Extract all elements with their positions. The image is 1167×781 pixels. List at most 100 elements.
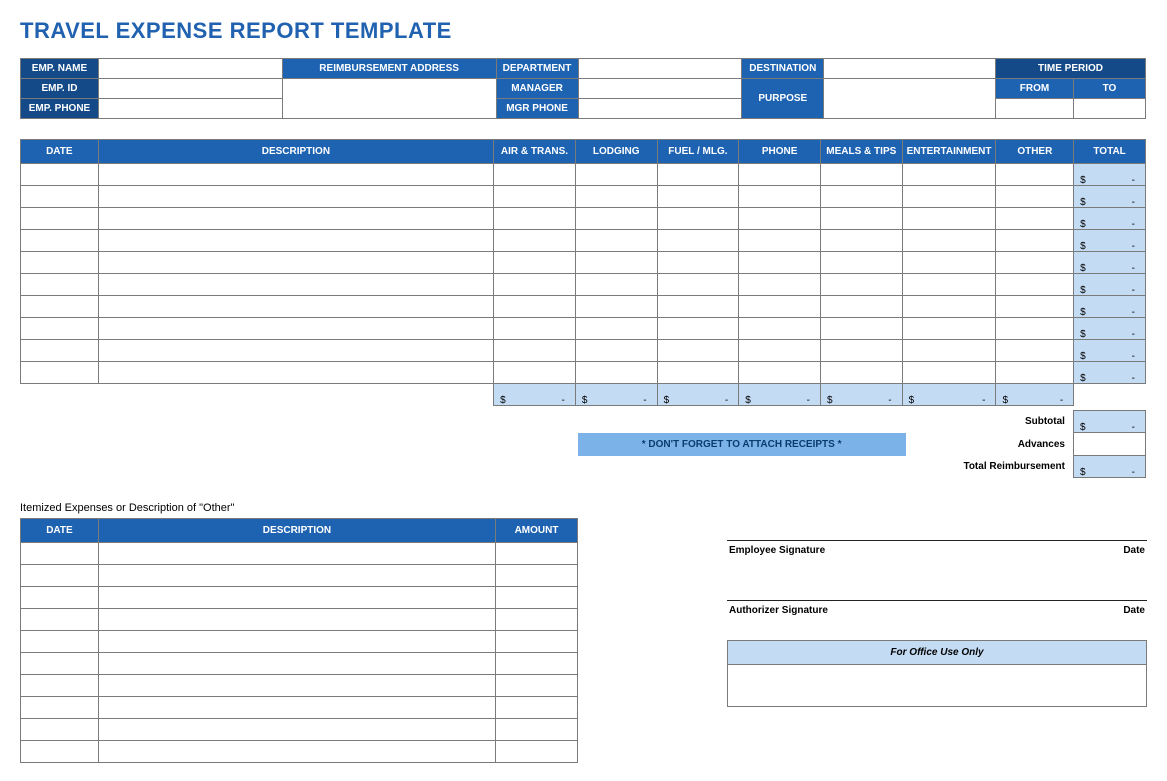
expense-cell[interactable] <box>575 252 657 274</box>
office-use-body[interactable] <box>727 665 1147 707</box>
expense-cell[interactable] <box>739 318 821 340</box>
itemized-cell[interactable] <box>98 565 495 587</box>
expense-cell[interactable] <box>98 274 493 296</box>
expense-cell[interactable] <box>98 186 493 208</box>
itemized-cell[interactable] <box>496 587 578 609</box>
from-input[interactable] <box>996 99 1074 119</box>
emp-name-input[interactable] <box>98 59 282 79</box>
expense-cell[interactable] <box>820 318 902 340</box>
itemized-cell[interactable] <box>496 675 578 697</box>
expense-cell[interactable] <box>657 164 739 186</box>
expense-cell[interactable] <box>21 318 99 340</box>
expense-cell[interactable] <box>21 362 99 384</box>
expense-cell[interactable] <box>21 164 99 186</box>
expense-cell[interactable] <box>996 230 1074 252</box>
itemized-cell[interactable] <box>496 719 578 741</box>
expense-cell[interactable] <box>98 230 493 252</box>
expense-cell[interactable] <box>996 186 1074 208</box>
expense-cell[interactable] <box>820 164 902 186</box>
expense-cell[interactable] <box>21 230 99 252</box>
expense-cell[interactable] <box>739 252 821 274</box>
mgr-input[interactable] <box>578 79 742 99</box>
emp-id-input[interactable] <box>98 79 282 99</box>
expense-cell[interactable] <box>739 186 821 208</box>
itemized-cell[interactable] <box>98 631 495 653</box>
expense-cell[interactable] <box>494 252 576 274</box>
expense-cell[interactable] <box>98 164 493 186</box>
expense-cell[interactable] <box>739 340 821 362</box>
expense-cell[interactable] <box>575 208 657 230</box>
itemized-cell[interactable] <box>496 631 578 653</box>
itemized-cell[interactable] <box>21 697 99 719</box>
itemized-cell[interactable] <box>21 565 99 587</box>
expense-cell[interactable] <box>657 340 739 362</box>
emp-phone-input[interactable] <box>98 99 282 119</box>
expense-cell[interactable] <box>575 274 657 296</box>
expense-cell[interactable] <box>21 274 99 296</box>
advances-input[interactable] <box>1073 433 1145 456</box>
expense-cell[interactable] <box>98 340 493 362</box>
expense-cell[interactable] <box>494 340 576 362</box>
expense-cell[interactable] <box>902 164 996 186</box>
expense-cell[interactable] <box>996 164 1074 186</box>
itemized-cell[interactable] <box>496 565 578 587</box>
itemized-cell[interactable] <box>21 609 99 631</box>
expense-cell[interactable] <box>657 208 739 230</box>
itemized-cell[interactable] <box>98 719 495 741</box>
expense-cell[interactable] <box>494 362 576 384</box>
purpose-input[interactable] <box>824 79 996 119</box>
expense-cell[interactable] <box>739 362 821 384</box>
expense-cell[interactable] <box>657 296 739 318</box>
expense-cell[interactable] <box>575 296 657 318</box>
itemized-cell[interactable] <box>21 741 99 763</box>
reimb-addr-input[interactable] <box>282 79 496 119</box>
expense-cell[interactable] <box>21 186 99 208</box>
expense-cell[interactable] <box>494 230 576 252</box>
expense-cell[interactable] <box>494 274 576 296</box>
itemized-cell[interactable] <box>496 741 578 763</box>
itemized-cell[interactable] <box>496 697 578 719</box>
itemized-cell[interactable] <box>98 587 495 609</box>
expense-cell[interactable] <box>902 340 996 362</box>
expense-cell[interactable] <box>657 252 739 274</box>
itemized-cell[interactable] <box>98 543 495 565</box>
itemized-cell[interactable] <box>98 675 495 697</box>
expense-cell[interactable] <box>21 296 99 318</box>
expense-cell[interactable] <box>902 318 996 340</box>
expense-cell[interactable] <box>996 296 1074 318</box>
expense-cell[interactable] <box>739 230 821 252</box>
expense-cell[interactable] <box>575 164 657 186</box>
expense-cell[interactable] <box>494 208 576 230</box>
expense-cell[interactable] <box>820 208 902 230</box>
expense-cell[interactable] <box>494 164 576 186</box>
expense-cell[interactable] <box>575 362 657 384</box>
expense-cell[interactable] <box>575 186 657 208</box>
itemized-cell[interactable] <box>21 587 99 609</box>
expense-cell[interactable] <box>739 208 821 230</box>
expense-cell[interactable] <box>657 230 739 252</box>
expense-cell[interactable] <box>820 296 902 318</box>
expense-cell[interactable] <box>902 296 996 318</box>
expense-cell[interactable] <box>902 252 996 274</box>
expense-cell[interactable] <box>902 186 996 208</box>
expense-cell[interactable] <box>98 252 493 274</box>
itemized-cell[interactable] <box>21 719 99 741</box>
expense-cell[interactable] <box>657 318 739 340</box>
itemized-cell[interactable] <box>98 653 495 675</box>
expense-cell[interactable] <box>98 208 493 230</box>
expense-cell[interactable] <box>98 362 493 384</box>
expense-cell[interactable] <box>820 252 902 274</box>
expense-cell[interactable] <box>657 186 739 208</box>
expense-cell[interactable] <box>739 296 821 318</box>
itemized-cell[interactable] <box>21 543 99 565</box>
dept-input[interactable] <box>578 59 742 79</box>
itemized-cell[interactable] <box>21 631 99 653</box>
expense-cell[interactable] <box>996 318 1074 340</box>
expense-cell[interactable] <box>902 208 996 230</box>
itemized-cell[interactable] <box>21 675 99 697</box>
expense-cell[interactable] <box>739 164 821 186</box>
expense-cell[interactable] <box>996 252 1074 274</box>
expense-cell[interactable] <box>739 274 821 296</box>
expense-cell[interactable] <box>21 208 99 230</box>
expense-cell[interactable] <box>98 296 493 318</box>
